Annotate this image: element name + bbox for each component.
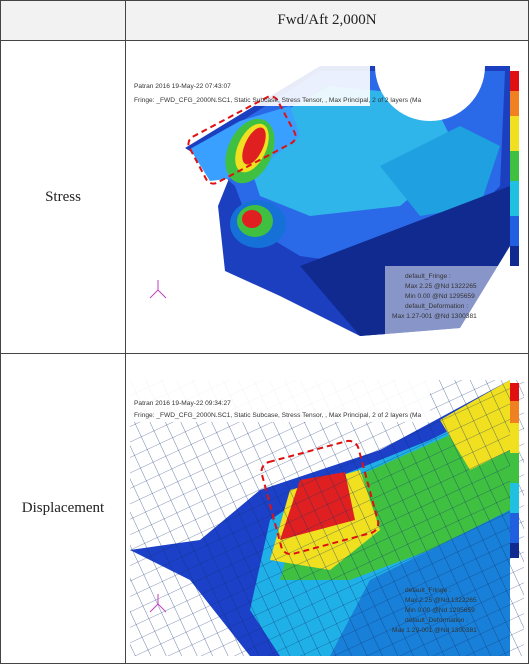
legend-line: default_Deformation :	[405, 617, 468, 624]
legend-line: default_Fringe :	[405, 587, 451, 594]
row-label-text: Stress	[45, 189, 81, 206]
header-cell: Fwd/Aft 2,000N	[125, 0, 529, 41]
plot-fringe: Fringe: _FWD_CFG_2000N.SC1, Static Subca…	[134, 412, 422, 419]
legend-line: Max 2.25 @Nd 1322265	[405, 283, 477, 290]
legend-line: default_Fringe :	[405, 273, 451, 280]
legend-line: Max 2.25 @Nd 1322265	[405, 597, 477, 604]
row-label: Displacement	[0, 353, 126, 664]
header-corner	[0, 0, 126, 41]
row-label: Stress	[0, 40, 126, 354]
legend-line: Min 0.00 @Nd 1295659	[405, 607, 475, 614]
stress-plot: Patran 2016 19-May-22 07:43:07 Fringe: _…	[130, 66, 524, 346]
legend-line: default_Deformation :	[405, 303, 468, 310]
plot-fringe: Fringe: _FWD_CFG_2000N.SC1, Static Subca…	[134, 97, 422, 104]
legend-line: Max 1.27-001 @Nd 1300381	[392, 313, 477, 320]
table: Fwd/Aft 2,000N Stress Displacement Patra…	[0, 0, 529, 664]
displacement-plot: Patran 2016 19-May-22 09:34:27 Fringe: _…	[130, 380, 524, 656]
row-label-text: Displacement	[22, 500, 104, 517]
plot-title: Patran 2016 19-May-22 07:43:07	[134, 83, 231, 90]
legend-line: Min 0.00 @Nd 1295659	[405, 293, 475, 300]
legend-line: Max 1.29-001 @Nd 1300381	[392, 627, 477, 634]
plot-title: Patran 2016 19-May-22 09:34:27	[134, 400, 231, 407]
header-text: Fwd/Aft 2,000N	[277, 12, 376, 29]
